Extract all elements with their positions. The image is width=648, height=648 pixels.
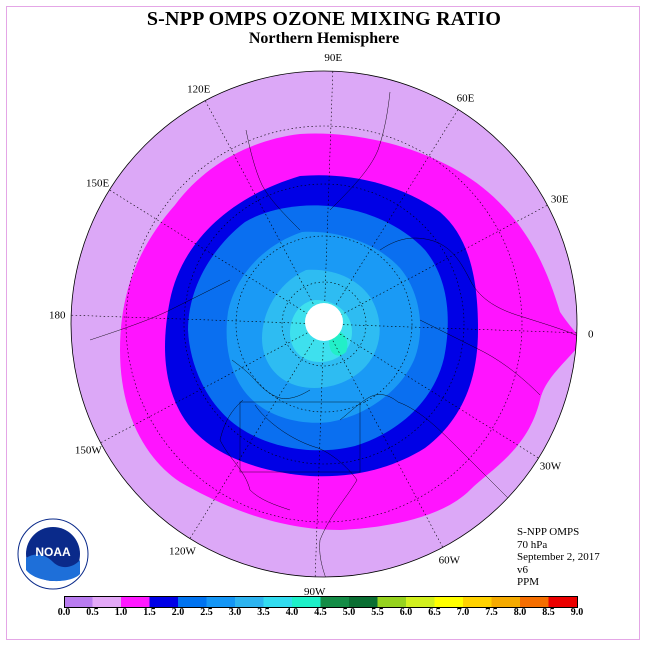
- ozone-field: [71, 71, 577, 577]
- colorbar-label: 1.0: [114, 607, 128, 618]
- graticule: [125, 125, 523, 523]
- longitude-label: 60E: [457, 93, 475, 105]
- meridian-line: [342, 324, 577, 334]
- colorbar-swatches: [64, 596, 578, 608]
- longitude-label: 90W: [304, 586, 326, 598]
- meridian-line: [71, 314, 306, 324]
- longitude-label: 30E: [551, 194, 569, 206]
- info-instrument: S-NPP OMPS: [517, 526, 580, 538]
- info-pressure: 70 hPa: [517, 538, 548, 551]
- polar-data-gap: [305, 303, 343, 341]
- colorbar-swatch: [263, 596, 293, 608]
- meridian-line: [332, 340, 444, 548]
- longitude-label: 150E: [86, 178, 110, 190]
- hatched-region: [239, 401, 361, 473]
- noaa-logo-text: NOAA: [35, 545, 71, 559]
- colorbar-label: 2.0: [171, 607, 185, 618]
- longitude-label: 180: [49, 310, 66, 322]
- colorbar-swatch: [520, 596, 549, 608]
- colorbar-outline: [64, 596, 578, 608]
- coastlines: [89, 91, 577, 577]
- colorbar-swatch: [292, 596, 321, 608]
- longitude-label: 0: [588, 328, 594, 340]
- colorbar-label: 4.0: [285, 607, 299, 618]
- globe-outline: [70, 70, 578, 578]
- colorbar-swatch: [349, 596, 378, 608]
- meridians: [71, 71, 577, 577]
- colorbar-label: 3.0: [228, 607, 242, 618]
- colorbar-swatch: [406, 596, 435, 608]
- colorbar-swatch: [149, 596, 179, 608]
- colorbar-label: 6.5: [428, 607, 441, 618]
- colorbar-label: 7.5: [485, 607, 498, 618]
- longitude-label: 60W: [439, 555, 461, 567]
- colorbar-swatch: [92, 596, 122, 608]
- longitude-label: 120E: [187, 83, 211, 95]
- colorbar-swatch: [463, 596, 492, 608]
- colorbar: [64, 596, 578, 608]
- colorbar-label: 1.5: [143, 607, 156, 618]
- colorbar-label: 4.5: [314, 607, 327, 618]
- longitude-label: 90E: [324, 52, 342, 64]
- colorbar-label: 8.5: [542, 607, 555, 618]
- longitude-label: 120W: [169, 545, 197, 557]
- noaa-logo-icon: NOAA: [17, 518, 89, 590]
- colorbar-swatch: [206, 596, 236, 608]
- meridian-line: [340, 204, 548, 316]
- map-subtitle: Northern Hemisphere: [248, 30, 400, 47]
- colorbar-swatch: [548, 596, 578, 608]
- info-units: PPM: [517, 576, 540, 589]
- colorbar-swatch: [121, 596, 150, 608]
- colorbar-label: 0.5: [86, 607, 99, 618]
- colorbar-swatch: [235, 596, 264, 608]
- longitude-labels: 90E 60E 30E 0 30W 60W 90W 120W 150W 180 150E 120E: [49, 52, 594, 598]
- colorbar-swatch: [320, 596, 350, 608]
- colorbar-label: 0.0: [57, 607, 71, 618]
- colorbar-label: 8.0: [513, 607, 527, 618]
- info-panel: S-NPP OMPS 70 hPa September 2, 2017 v6 P…: [517, 526, 600, 589]
- colorbar-swatch: [434, 596, 464, 608]
- colorbar-swatch: [377, 596, 407, 608]
- colorbar-label: 5.5: [371, 607, 384, 618]
- meridian-line: [339, 333, 539, 459]
- colorbar-label: 9.0: [570, 607, 584, 618]
- meridian-line: [324, 71, 334, 306]
- info-version: v6: [517, 563, 528, 576]
- colorbar-label: 5.0: [342, 607, 356, 618]
- colorbar-swatch: [178, 596, 207, 608]
- frame-border: [6, 6, 640, 640]
- meridian-line: [314, 342, 324, 577]
- colorbar-label: 7.0: [456, 607, 470, 618]
- colorbar-label: 6.0: [399, 607, 413, 618]
- colorbar-swatch: [64, 596, 93, 608]
- map-title: S-NPP OMPS OZONE MIXING RATIO: [146, 8, 502, 30]
- meridian-line: [189, 339, 315, 539]
- colorbar-swatch: [491, 596, 521, 608]
- info-date: September 2, 2017: [517, 551, 600, 564]
- meridian-line: [109, 189, 309, 315]
- longitude-label: 150W: [75, 444, 103, 456]
- meridian-line: [204, 100, 316, 308]
- colorbar-label: 2.5: [200, 607, 213, 618]
- colorbar-label: 3.5: [257, 607, 270, 618]
- meridian-line: [333, 109, 459, 309]
- meridian-line: [100, 332, 308, 444]
- longitude-label: 30W: [540, 461, 562, 473]
